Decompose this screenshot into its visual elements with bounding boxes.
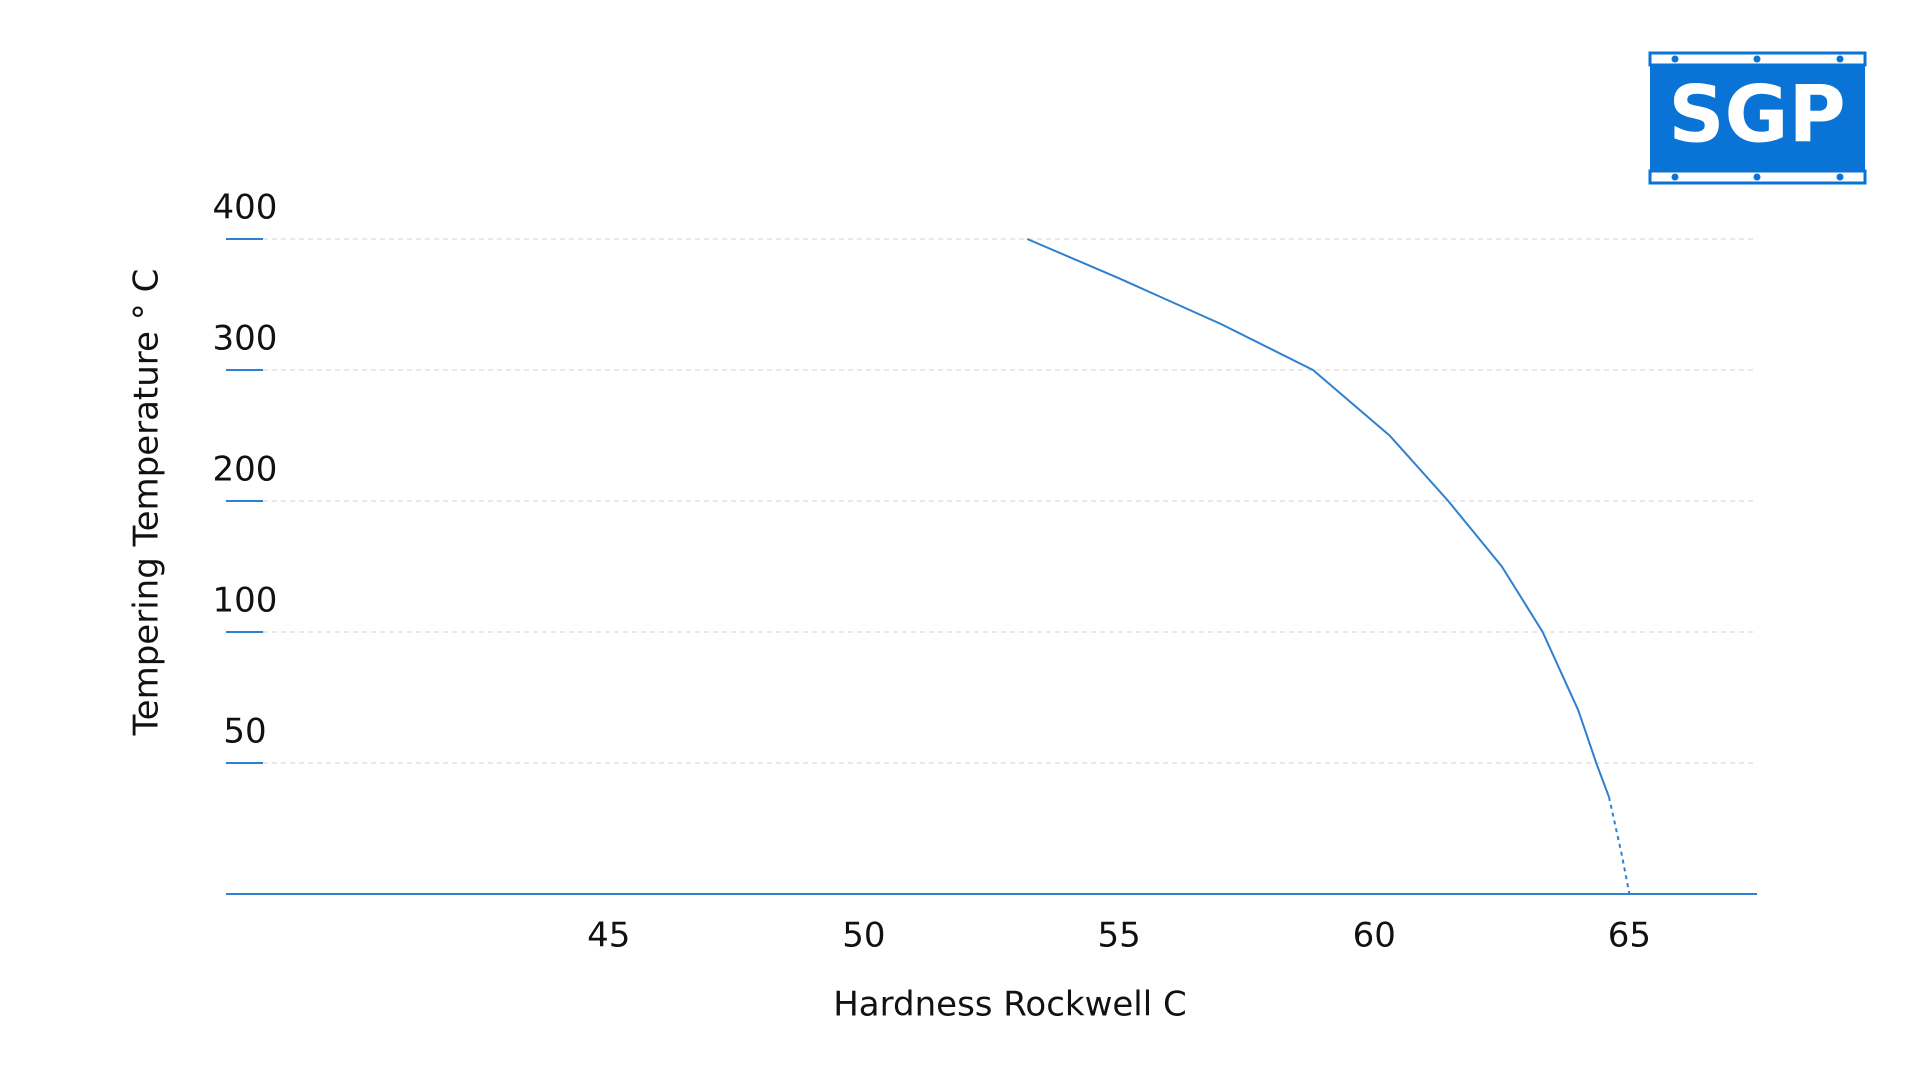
logo: SGP (1648, 51, 1867, 185)
x-tick-label: 55 (1097, 916, 1140, 956)
logo-text: SGP (1668, 70, 1845, 160)
x-tick-label: 60 (1353, 916, 1396, 956)
y-tick-label: 50 (223, 712, 266, 752)
data-line (1608, 796, 1631, 895)
logo-dot (1671, 173, 1679, 181)
logo-dot (1671, 55, 1679, 63)
logo-dot (1753, 55, 1761, 63)
logo-dot (1753, 173, 1761, 181)
y-tick-label: 100 (213, 581, 278, 621)
logo-dot (1836, 173, 1844, 181)
x-axis-title: Hardness Rockwell C (833, 985, 1187, 1025)
logo-dot (1836, 55, 1844, 63)
y-tick-label: 400 (213, 188, 278, 228)
data-line (1026, 238, 1610, 798)
y-axis-title: Tempering Temperature ° C (127, 269, 167, 737)
x-tick-label: 45 (587, 916, 630, 956)
x-tick-label: 50 (842, 916, 885, 956)
logo-plate (1650, 53, 1865, 183)
x-tick-label: 65 (1608, 916, 1651, 956)
y-tick-label: 200 (213, 450, 278, 490)
y-tick-label: 300 (213, 319, 278, 359)
